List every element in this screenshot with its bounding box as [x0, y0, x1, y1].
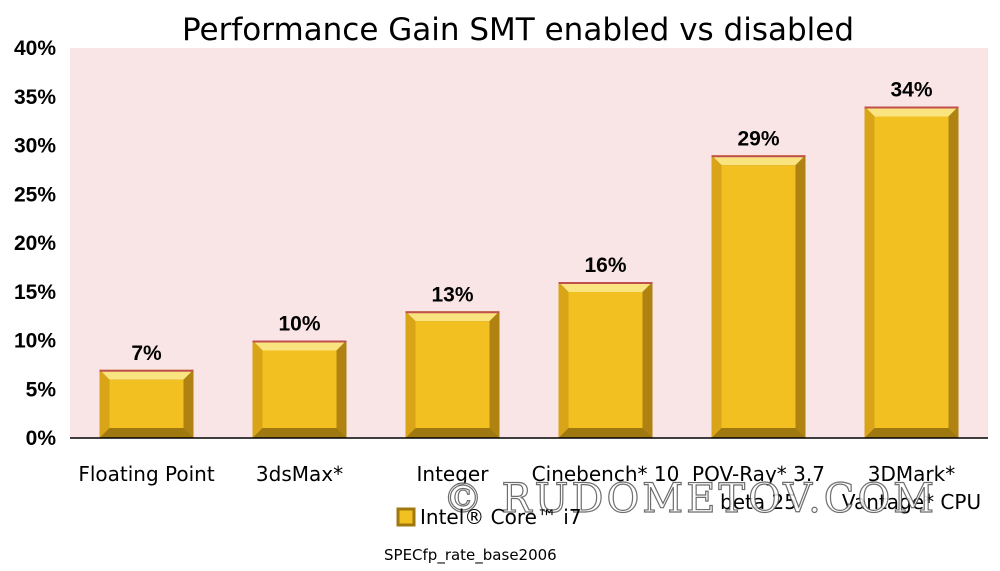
bar-face	[109, 379, 184, 428]
footnote: SPECfp_rate_base2006	[384, 546, 557, 565]
bar-top-edge	[711, 155, 806, 158]
bar-bevel-top	[864, 106, 959, 117]
x-axis: Floating Point 3dsMax* Integer Cinebench* 1…	[78, 462, 981, 514]
data-labels: 7% 10% 13% 16% 29% 34%	[131, 79, 933, 365]
x-tick-label: 3DMark* Vantage* CPU	[842, 462, 981, 514]
data-label: 16%	[584, 254, 626, 277]
bars-group	[99, 106, 959, 438]
bar-bevel-left	[558, 282, 569, 438]
bar	[252, 340, 347, 438]
bar-face	[874, 116, 949, 428]
x-tick-label: 3dsMax*	[256, 462, 343, 486]
bar-top-edge	[558, 282, 653, 284]
y-tick-label: 25%	[14, 183, 56, 206]
data-label: 34%	[890, 79, 932, 102]
bar	[405, 311, 500, 438]
bar-bevel-top	[558, 282, 653, 292]
bar-bevel-right	[948, 106, 959, 438]
bar-bevel-right	[183, 369, 194, 438]
bar-bevel-top	[99, 369, 194, 380]
bar-bevel-left	[252, 340, 263, 438]
legend: Intel® Core™ i7	[396, 505, 582, 529]
y-tick-label: 20%	[14, 232, 56, 255]
x-tick-label: POV-Ray* 3.7 beta 25	[692, 462, 825, 514]
bar-bevel-left	[864, 106, 875, 438]
legend-entry: Intel® Core™ i7	[420, 505, 582, 529]
bar-face	[262, 350, 337, 428]
y-tick-label: 30%	[14, 135, 56, 158]
y-tick-label: 0%	[26, 427, 57, 450]
chart-title: Performance Gain SMT enabled vs disabled	[182, 12, 854, 48]
bar-face	[568, 292, 643, 428]
data-label: 29%	[737, 127, 779, 150]
bar-bevel-right	[795, 155, 806, 438]
x-tick-label: Floating Point	[78, 462, 214, 486]
y-tick-label: 5%	[26, 378, 57, 401]
bar	[711, 155, 806, 438]
x-tick-label: Cinebench* 10	[532, 462, 680, 486]
y-tick-label: 35%	[14, 86, 56, 109]
bar	[558, 282, 653, 438]
bar-bevel-left	[99, 369, 110, 438]
bar-face	[721, 165, 796, 428]
bar-bevel-right	[336, 340, 347, 438]
legend-swatch	[396, 507, 416, 527]
watermark: © RUDOMETOV.COM	[443, 476, 937, 522]
bar-bevel-top	[405, 311, 500, 322]
y-tick-label: 10%	[14, 330, 56, 353]
bar-bevel-left	[711, 155, 722, 438]
bar-bevel-right	[642, 282, 653, 438]
y-tick-label: 15%	[14, 281, 56, 304]
bar	[864, 106, 959, 438]
x-tick-label: Integer	[417, 462, 490, 486]
bar-bevel-top	[711, 155, 806, 166]
plot-area	[70, 48, 988, 438]
data-label: 7%	[131, 342, 162, 365]
bar-bevel-left	[405, 311, 416, 438]
data-label: 10%	[278, 313, 320, 336]
bar-face	[415, 321, 490, 428]
bar	[99, 369, 194, 438]
y-axis: 0% 5% 10% 15% 20% 25% 30% 35% 40%	[14, 37, 56, 450]
bar-top-edge	[864, 106, 959, 109]
bar-top-edge	[405, 311, 500, 314]
bar-top-edge	[252, 340, 347, 343]
bar-bevel-right	[489, 311, 500, 438]
bar-top-edge	[99, 369, 194, 372]
y-tick-label: 40%	[14, 37, 56, 60]
bar-bevel-top	[252, 340, 347, 351]
data-label: 13%	[431, 283, 473, 306]
